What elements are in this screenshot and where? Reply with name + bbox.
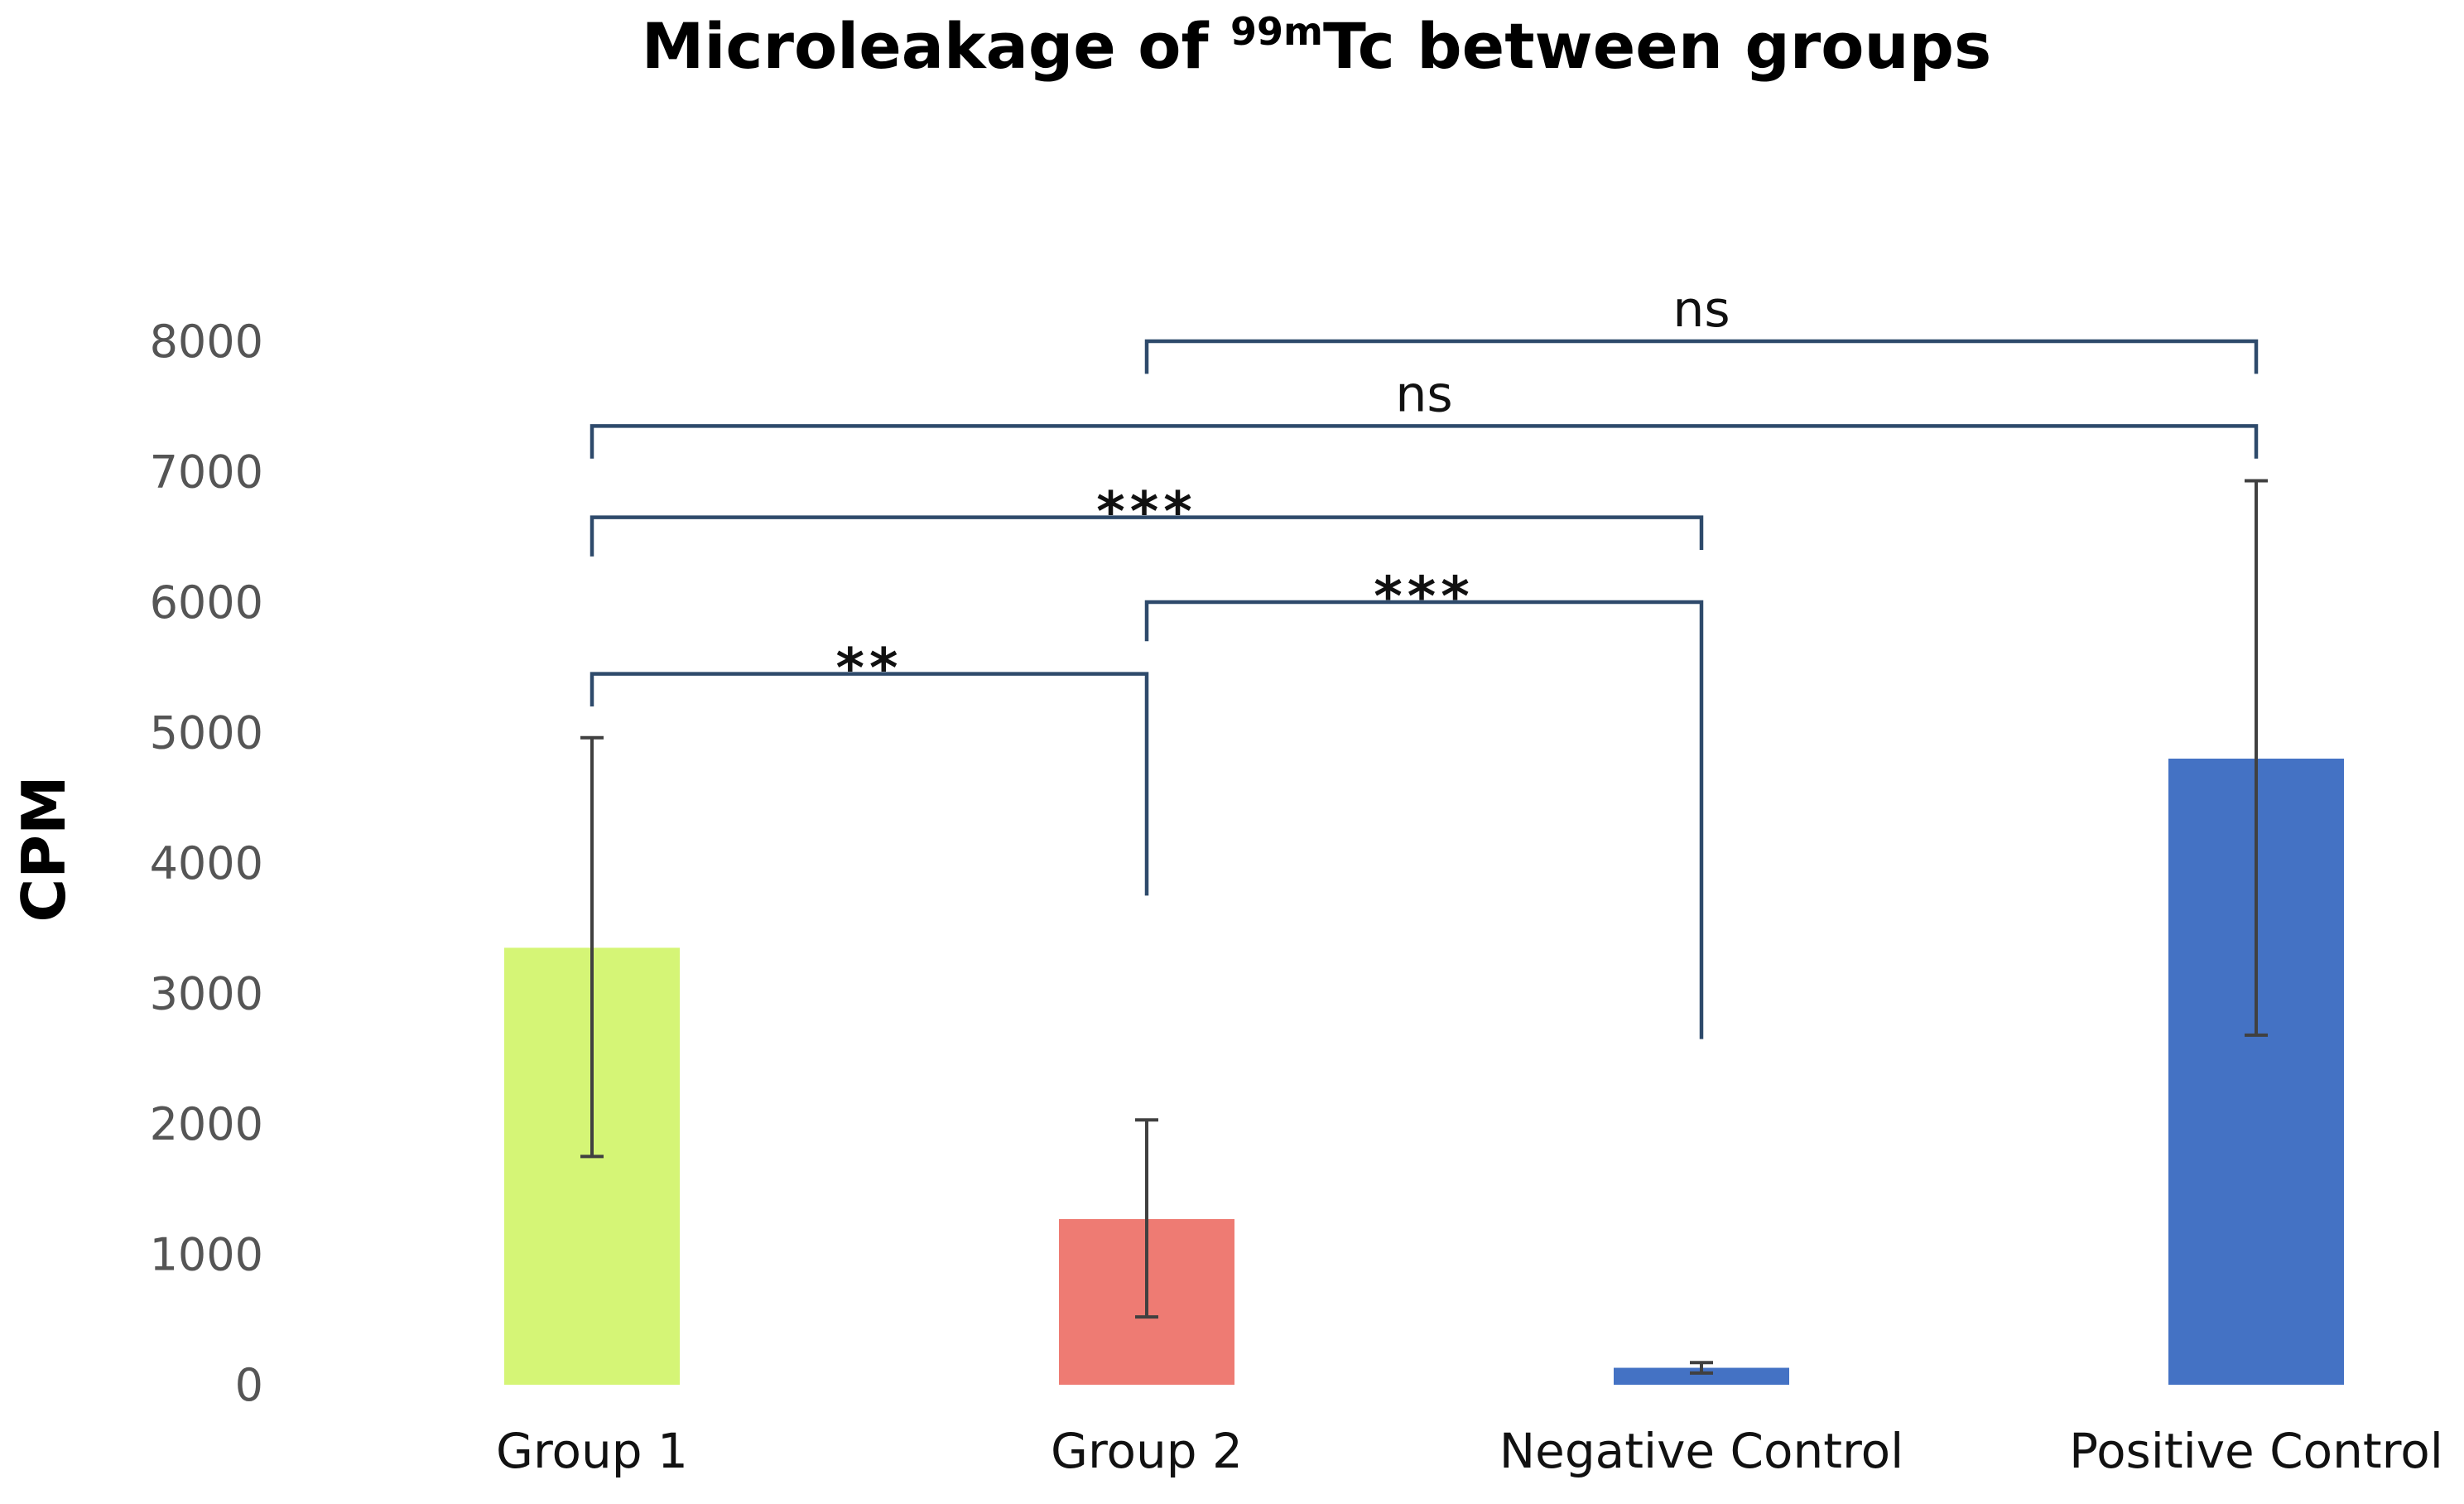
error-bars: [580, 479, 2268, 1375]
significance-bracket: ***: [1144, 565, 1704, 1039]
error-bar: [2245, 479, 2268, 1037]
y-tick-label: 3000: [150, 968, 263, 1020]
bracket-line: [590, 672, 1149, 896]
error-bar: [1690, 1361, 1713, 1375]
y-tick-label: 8000: [150, 316, 263, 368]
significance-label: ns: [1672, 281, 1730, 339]
y-tick-label: 1000: [150, 1229, 263, 1281]
y-tick-label: 5000: [150, 707, 263, 759]
y-tick-label: 2000: [150, 1098, 263, 1150]
chart-title-suffix: Tc between groups: [1323, 9, 1991, 83]
y-tick-label: 6000: [150, 576, 263, 629]
significance-bracket: ns: [590, 365, 2259, 459]
bars: [504, 759, 2344, 1385]
y-axis-label: CPM: [9, 775, 79, 922]
bracket-line: [590, 424, 2259, 459]
x-tick-label: Group 2: [1051, 1423, 1243, 1479]
error-bar: [580, 735, 604, 1159]
chart-title: Microleakage of 99mTc between groups: [642, 9, 1991, 83]
y-tick-label: 7000: [150, 446, 263, 499]
significance-label: ns: [1395, 365, 1452, 423]
significance-bracket: **: [590, 637, 1149, 896]
y-tick-label: 0: [235, 1359, 263, 1411]
x-axis-ticks: Group 1 Group 2 Negative Control Positive C…: [496, 1423, 2443, 1479]
bracket-line: [590, 515, 1704, 557]
chart-title-prefix: Microleakage of: [642, 9, 1230, 83]
bar-negative-control: [1614, 1367, 1789, 1385]
y-tick-label: 4000: [150, 837, 263, 889]
bracket-line: [1144, 339, 2259, 374]
y-axis-ticks: 0 1000 2000 3000 4000 5000 6000 7000 8000: [150, 316, 263, 1411]
significance-label: ***: [1096, 480, 1197, 544]
x-tick-label: Negative Control: [1499, 1423, 1903, 1479]
bracket-line: [1144, 600, 1704, 1039]
significance-bracket: ns: [1144, 281, 2259, 374]
significance-bracket: ***: [590, 480, 1704, 557]
error-bar: [1135, 1118, 1158, 1319]
x-tick-label: Group 1: [496, 1423, 688, 1479]
x-tick-label: Positive Control: [2069, 1423, 2443, 1479]
significance-label: ***: [1374, 565, 1475, 629]
chart-title-superscript: 99m: [1230, 9, 1323, 54]
significance-label: **: [835, 637, 902, 701]
